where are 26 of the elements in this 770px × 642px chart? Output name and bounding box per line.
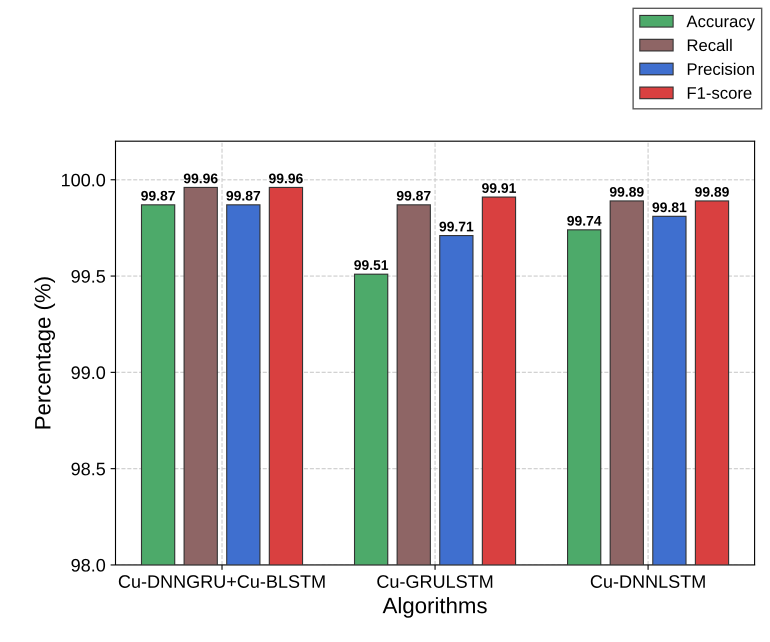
data-label: 99.91 bbox=[482, 183, 516, 193]
y-tick-label: 99.5 bbox=[71, 270, 106, 283]
x-axis-title: Algorithms bbox=[382, 597, 487, 618]
data-label: 99.96 bbox=[184, 173, 218, 184]
legend-label: Accuracy bbox=[686, 16, 755, 31]
y-axis-title: Percentage (%) bbox=[34, 277, 56, 428]
data-label: 99.81 bbox=[652, 202, 686, 212]
data-label: 99.89 bbox=[610, 186, 644, 197]
data-label: 99.87 bbox=[141, 190, 175, 201]
legend-label: F1-score bbox=[688, 87, 752, 99]
x-tick-label: Cu-GRULSTM bbox=[377, 575, 492, 588]
x-tick-label: Cu-DNNGRU+Cu-BLSTM bbox=[118, 575, 325, 588]
x-tick-label: Cu-DNNLSTM bbox=[590, 575, 705, 588]
y-tick-label: 98.5 bbox=[71, 462, 106, 476]
data-label: 99.71 bbox=[439, 222, 474, 232]
legend-label: Precision bbox=[688, 62, 754, 75]
data-label: 99.96 bbox=[269, 173, 303, 184]
y-tick-label: 98.0 bbox=[71, 558, 106, 572]
y-tick-label: 99.0 bbox=[71, 366, 106, 380]
y-tick-label: 100.0 bbox=[62, 174, 106, 186]
data-label: 99.87 bbox=[396, 190, 431, 201]
data-label: 99.87 bbox=[226, 190, 260, 201]
data-label: 99.74 bbox=[567, 216, 602, 226]
data-label: 99.51 bbox=[354, 260, 388, 270]
data-label: 99.89 bbox=[695, 186, 729, 197]
legend-label: Recall bbox=[688, 38, 732, 52]
